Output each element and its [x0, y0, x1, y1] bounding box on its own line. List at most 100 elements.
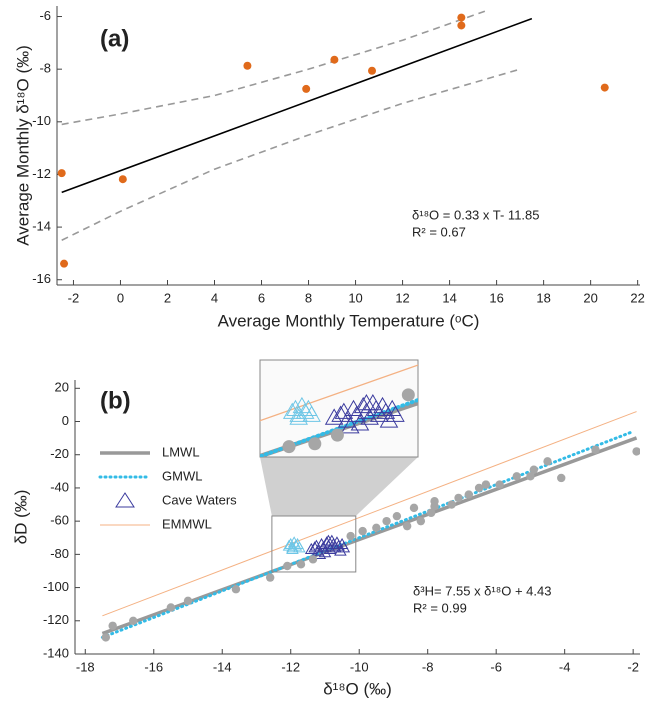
- point: [454, 493, 463, 503]
- triangle-marker: [289, 405, 309, 422]
- x-tick-label: 10: [348, 290, 362, 305]
- point: [302, 84, 311, 93]
- point: [534, 362, 547, 375]
- point: [166, 603, 176, 612]
- point: [424, 380, 437, 393]
- panel-label: (b): [100, 387, 131, 414]
- annotation: R² = 0.99: [413, 600, 467, 615]
- y-tick-label: -14: [32, 219, 51, 234]
- series-line: [61, 17, 533, 194]
- point: [358, 526, 367, 536]
- triangle-marker: [313, 547, 327, 559]
- point: [430, 497, 439, 506]
- point: [447, 500, 456, 509]
- point: [118, 175, 127, 184]
- point: [108, 621, 117, 630]
- y-tick-label: -100: [43, 579, 69, 594]
- point: [457, 13, 466, 22]
- point: [183, 596, 193, 606]
- point: [0, 535, 5, 548]
- y-tick-label: -16: [32, 271, 51, 286]
- triangle-marker: [289, 408, 309, 425]
- point: [474, 483, 484, 493]
- triangle-marker: [292, 541, 306, 553]
- y-tick-label: -20: [50, 446, 69, 461]
- point: [600, 83, 609, 92]
- point: [392, 511, 402, 521]
- zoom-connector: [260, 457, 418, 517]
- point: [592, 334, 605, 347]
- point: [512, 472, 521, 481]
- y-tick-label: -12: [32, 166, 51, 181]
- triangle-marker: [369, 405, 389, 422]
- point: [481, 480, 491, 489]
- y-tick-label: -120: [43, 612, 69, 627]
- y-tick-label: -40: [50, 479, 69, 494]
- point: [508, 371, 521, 384]
- point: [409, 503, 419, 513]
- point: [368, 66, 377, 75]
- x-axis-label: δ¹⁸O (‰): [323, 679, 392, 698]
- x-tick-label: 2: [164, 290, 171, 305]
- x-tick-label: -2: [627, 659, 639, 674]
- triangle-marker: [324, 408, 344, 425]
- triangle-marker: [386, 405, 405, 422]
- triangle-marker: [337, 541, 351, 553]
- y-tick-label: -10: [32, 113, 51, 128]
- plot-area: [57, 10, 609, 268]
- point: [632, 447, 640, 456]
- x-tick-label: 4: [211, 290, 218, 305]
- triangle-marker: [357, 394, 376, 411]
- annotation: δ¹⁸O = 0.33 x T- 11.85: [412, 207, 540, 222]
- x-tick-label: 14: [442, 290, 456, 305]
- series-line: [102, 411, 637, 617]
- point: [543, 457, 552, 466]
- triangle-marker: [322, 534, 335, 546]
- legend-label: LMWL: [162, 444, 200, 459]
- annotation: R² = 0.67: [412, 224, 466, 239]
- x-tick-label: -6: [490, 659, 502, 674]
- point: [557, 473, 566, 483]
- legend-label: GMWL: [162, 468, 202, 483]
- point: [231, 585, 241, 594]
- series-line: [61, 68, 521, 241]
- y-tick-label: -140: [43, 645, 69, 660]
- x-tick-label: 6: [258, 290, 265, 305]
- y-tick-label: -60: [50, 513, 69, 528]
- point: [457, 21, 466, 30]
- triangle-marker: [304, 542, 318, 554]
- series-line: [61, 10, 486, 126]
- inset-plot: [0, 316, 637, 548]
- point: [591, 445, 600, 454]
- triangle-marker: [350, 414, 370, 431]
- point: [265, 573, 275, 582]
- y-tick-label: -6: [39, 8, 51, 23]
- triangle-marker: [331, 405, 350, 422]
- point: [330, 428, 344, 442]
- point: [57, 169, 66, 178]
- point: [401, 388, 415, 402]
- legend-label: Cave Waters: [162, 492, 237, 507]
- legend-swatch: [115, 492, 135, 508]
- x-axis-label: Average Monthly Temperature (ᵒC): [218, 311, 480, 330]
- point: [526, 472, 535, 481]
- point: [282, 440, 296, 454]
- triangle-marker: [340, 417, 360, 434]
- point: [529, 465, 539, 474]
- zoom-region: [271, 515, 357, 573]
- x-tick-label: 0: [117, 290, 124, 305]
- x-tick-label: -14: [213, 659, 232, 674]
- x-tick-label: 8: [305, 290, 312, 305]
- x-tick-label: -8: [422, 659, 434, 674]
- x-tick-label: 16: [489, 290, 503, 305]
- panel-label: (a): [100, 25, 129, 52]
- point: [96, 501, 109, 514]
- x-tick-label: -12: [281, 659, 300, 674]
- point: [624, 316, 637, 329]
- x-tick-label: 22: [630, 290, 644, 305]
- point: [346, 531, 355, 541]
- triangle-marker: [379, 411, 399, 428]
- y-tick-label: -80: [50, 546, 69, 561]
- point: [60, 259, 69, 268]
